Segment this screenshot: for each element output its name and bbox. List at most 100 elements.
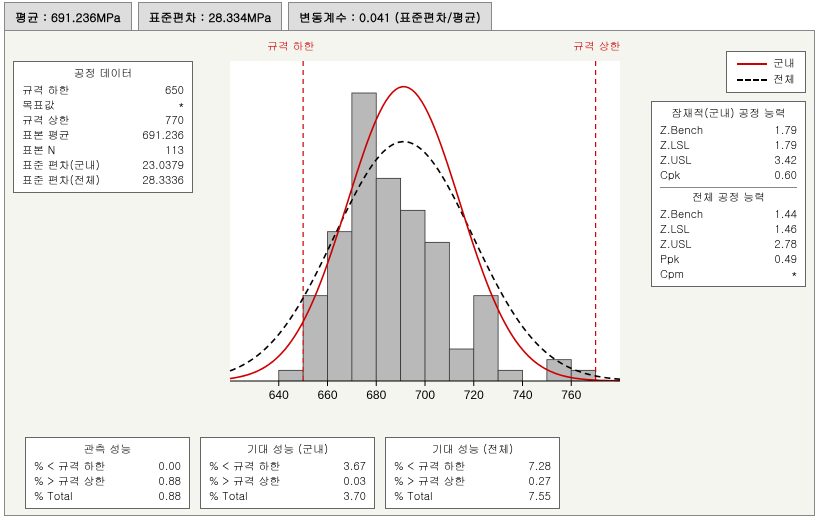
process-data-label: 표본 평균 xyxy=(22,128,70,143)
stat-mean: 평균 : 691.236MPa xyxy=(4,2,132,33)
cap-overall-label: Cpm xyxy=(660,267,684,282)
perf-within-value: 3.67 xyxy=(343,459,366,474)
perf-overall-value: 0.27 xyxy=(528,474,551,489)
process-data-value: 23.0379 xyxy=(142,158,184,173)
process-data-label: 표준 편차(군내) xyxy=(22,158,100,173)
process-data-label: 목표값 xyxy=(22,98,55,113)
cap-overall-row: Z.Bench 1.44 xyxy=(660,207,797,222)
perf-overall-row: % > 규격 상한0.27 xyxy=(394,474,551,489)
cap-within-value: 1.79 xyxy=(774,138,797,153)
perf-within-label: % Total xyxy=(209,489,248,504)
main-area: 규격 하한 규격 상한 공정 데이터 규격 하한650목표값*규격 상한770표… xyxy=(4,30,815,516)
cap-within-label: Z.Bench xyxy=(660,123,703,138)
process-data-label: 규격 하한 xyxy=(22,83,70,98)
cap-within-row: Z.USL 3.42 xyxy=(660,153,797,168)
perf-within-value: 0.03 xyxy=(343,474,366,489)
perf-overall-title: 기대 성능 (전체) xyxy=(394,442,551,457)
process-data-row: 표본 N 113 xyxy=(22,143,184,158)
perf-within-value: 3.70 xyxy=(343,489,366,504)
perf-within-title: 기대 성능 (군내) xyxy=(209,442,366,457)
svg-text:720: 720 xyxy=(464,388,484,402)
perf-obs-value: 0.88 xyxy=(158,474,181,489)
process-data-label: 표준 편차(전체) xyxy=(22,173,100,188)
perf-obs-label: % > 규격 상한 xyxy=(34,474,106,489)
cap-overall-label: Z.Bench xyxy=(660,207,703,222)
legend-overall: 전체 xyxy=(737,72,795,88)
cap-within-row: Z.LSL 1.79 xyxy=(660,138,797,153)
cap-overall-value: 1.46 xyxy=(774,222,797,237)
stat-std: 표준편차 : 28.334MPa xyxy=(138,2,283,33)
process-data-row: 표준 편차(군내) 23.0379 xyxy=(22,158,184,173)
legend-overall-line xyxy=(737,79,767,81)
legend-within-label: 군내 xyxy=(773,56,795,72)
process-data-row: 규격 상한 770 xyxy=(22,113,184,128)
cap-overall-label: Z.LSL xyxy=(660,222,689,237)
cap-within-title: 잠재적(군내) 공정 능력 xyxy=(660,106,797,121)
svg-text:660: 660 xyxy=(317,388,337,402)
process-data-label: 규격 상한 xyxy=(22,113,70,128)
cap-within-row: Cpk 0.60 xyxy=(660,168,797,183)
cap-overall-value: * xyxy=(792,267,798,282)
perf-within-label: % < 규격 하한 xyxy=(209,459,281,474)
cap-overall-label: Ppk xyxy=(660,252,679,267)
process-data-row: 표준 편차(전체) 28.3336 xyxy=(22,173,184,188)
svg-text:740: 740 xyxy=(512,388,532,402)
process-data-row: 표본 평균 691.236 xyxy=(22,128,184,143)
perf-within-row: % > 규격 상한 0.03 xyxy=(209,474,366,489)
perf-overall-panel: 기대 성능 (전체) % < 규격 하한7.28% > 규격 상한0.27% T… xyxy=(385,437,560,509)
perf-obs-row: % < 규격 하한 0.00 xyxy=(34,459,181,474)
perf-obs-value: 0.00 xyxy=(158,459,181,474)
cap-overall-value: 1.44 xyxy=(774,207,797,222)
svg-text:700: 700 xyxy=(415,388,435,402)
process-data-value: 770 xyxy=(165,113,184,128)
legend-within: 군내 xyxy=(737,56,795,72)
perf-within-row: % < 규격 하한 3.67 xyxy=(209,459,366,474)
cap-overall-value: 2.78 xyxy=(774,237,797,252)
perf-obs-row: % Total 0.88 xyxy=(34,489,181,504)
process-data-value: 650 xyxy=(165,83,184,98)
perf-within-panel: 기대 성능 (군내) % < 규격 하한3.67% > 규격 상한0.03% T… xyxy=(200,437,375,509)
capability-histogram: 640660680700720740760 xyxy=(210,51,630,421)
cap-overall-label: Z.USL xyxy=(660,237,691,252)
perf-overall-row: % Total 7.55 xyxy=(394,489,551,504)
legend-within-line xyxy=(737,63,767,65)
perf-overall-row: % < 규격 하한7.28 xyxy=(394,459,551,474)
cap-within-row: Z.Bench 1.79 xyxy=(660,123,797,138)
process-data-row: 목표값 * xyxy=(22,98,184,113)
cap-overall-value: 0.49 xyxy=(774,252,797,267)
svg-text:760: 760 xyxy=(561,388,581,402)
process-data-value: 113 xyxy=(165,143,184,158)
perf-overall-label: % Total xyxy=(394,489,433,504)
cap-overall-row: Cpm * xyxy=(660,267,797,282)
cap-within-value: 1.79 xyxy=(774,123,797,138)
perf-obs-title: 관측 성능 xyxy=(34,442,181,457)
process-data-panel: 공정 데이터 규격 하한650목표값*규격 상한770표본 평균691.236표… xyxy=(13,61,193,193)
curve-legend: 군내 전체 xyxy=(726,51,806,93)
cap-within-label: Z.LSL xyxy=(660,138,689,153)
process-data-value: * xyxy=(179,98,185,113)
capability-within-panel: 잠재적(군내) 공정 능력 Z.Bench 1.79 Z.LSL 1.79 Z.USL 3… xyxy=(651,101,806,287)
cap-within-label: Cpk xyxy=(660,168,680,183)
legend-overall-label: 전체 xyxy=(773,72,795,88)
cap-within-label: Z.USL xyxy=(660,153,691,168)
cap-overall-row: Z.USL 2.78 xyxy=(660,237,797,252)
cap-overall-row: Z.LSL 1.46 xyxy=(660,222,797,237)
perf-overall-value: 7.28 xyxy=(528,459,551,474)
perf-within-label: % > 규격 상한 xyxy=(209,474,281,489)
perf-obs-label: % < 규격 하한 xyxy=(34,459,106,474)
cap-overall-title: 전체 공정 능력 xyxy=(660,187,797,205)
perf-obs-label: % Total xyxy=(34,489,73,504)
cap-overall-row: Ppk 0.49 xyxy=(660,252,797,267)
chart-svg: 640660680700720740760 xyxy=(210,51,630,421)
process-data-row: 규격 하한 650 xyxy=(22,83,184,98)
perf-overall-value: 7.55 xyxy=(528,489,551,504)
perf-within-row: % Total 3.70 xyxy=(209,489,366,504)
process-data-label: 표본 N xyxy=(22,143,55,158)
cap-within-value: 3.42 xyxy=(774,153,797,168)
cap-within-value: 0.60 xyxy=(774,168,797,183)
stat-cv: 변동계수 : 0.041 (표준편차/평균) xyxy=(288,2,492,33)
process-data-value: 691.236 xyxy=(142,128,184,143)
process-data-value: 28.3336 xyxy=(142,173,184,188)
perf-obs-row: % > 규격 상한 0.88 xyxy=(34,474,181,489)
perf-obs-value: 0.88 xyxy=(158,489,181,504)
